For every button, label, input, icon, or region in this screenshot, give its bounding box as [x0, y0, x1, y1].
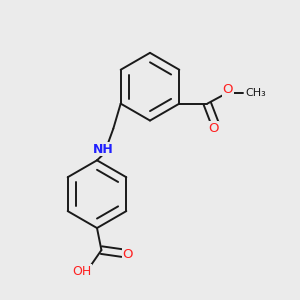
Text: O: O — [223, 83, 233, 96]
Text: NH: NH — [93, 143, 113, 156]
Text: OH: OH — [72, 265, 91, 278]
Text: CH₃: CH₃ — [245, 88, 266, 98]
Text: O: O — [208, 122, 218, 135]
Text: O: O — [123, 248, 133, 261]
